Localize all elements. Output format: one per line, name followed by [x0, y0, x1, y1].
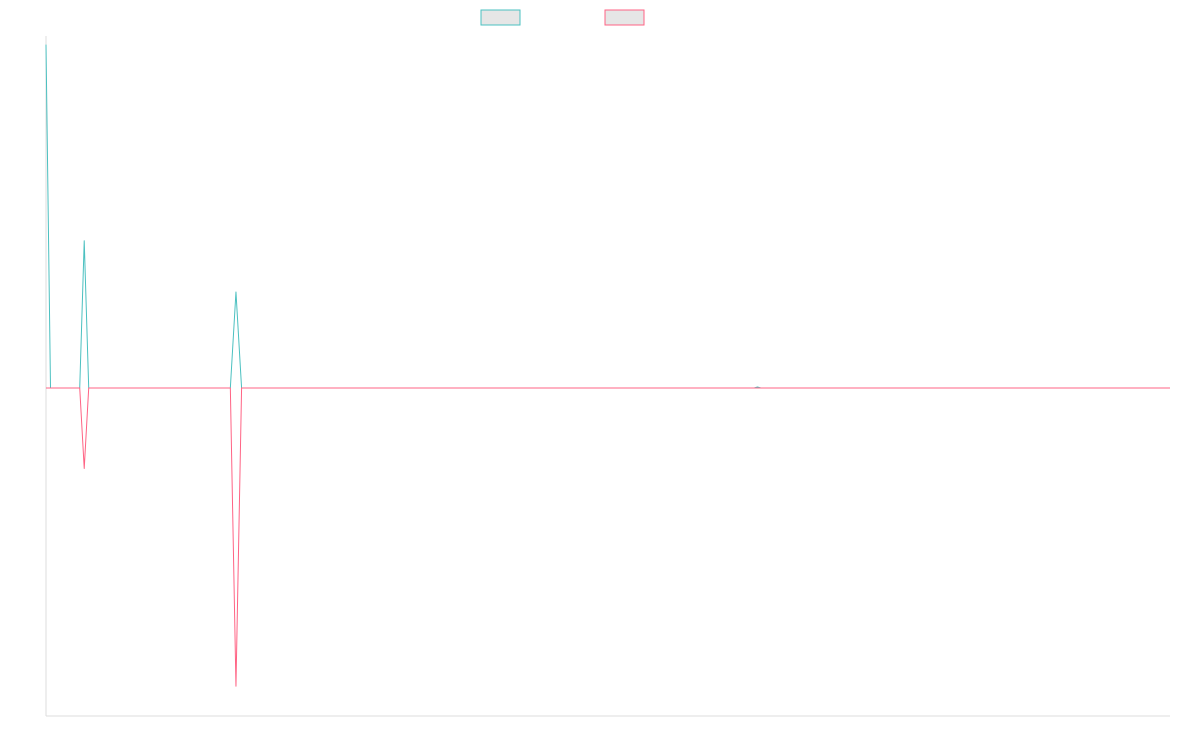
legend-swatch-1[interactable]	[480, 9, 521, 26]
series-layer	[45, 44, 1170, 687]
series-line-1	[45, 44, 1170, 389]
legend-swatch-2[interactable]	[604, 9, 645, 26]
legend	[480, 9, 645, 26]
series-line-2	[46, 387, 1170, 687]
axes	[45, 36, 1170, 717]
